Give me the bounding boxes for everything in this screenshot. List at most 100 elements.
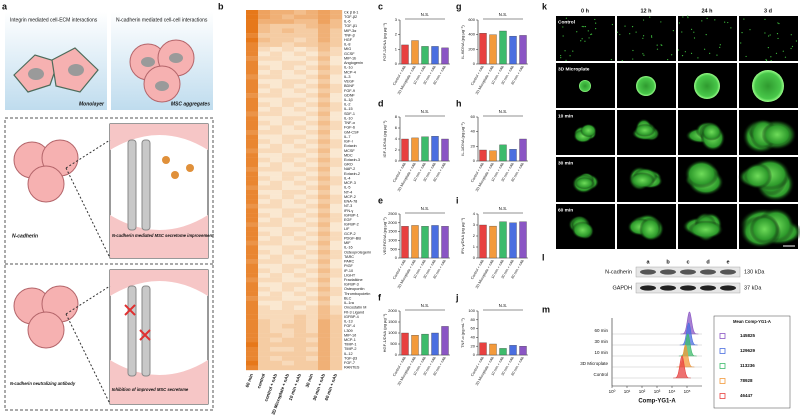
heat-cell <box>282 130 295 135</box>
heat-cell <box>330 88 343 94</box>
heat-cell <box>246 300 259 306</box>
y-axis-label: IFN-γ/DNA (pg µg⁻¹) <box>460 217 465 254</box>
heat-cell <box>294 226 307 232</box>
heat-cell <box>330 337 343 343</box>
heat-cell <box>306 333 319 338</box>
cell-spot <box>581 38 583 40</box>
panel-label: l <box>542 252 545 262</box>
heat-cell <box>318 217 331 223</box>
heat-cell <box>246 14 259 20</box>
y-tick-label: 40 <box>471 334 476 339</box>
heat-cell <box>258 226 271 232</box>
panel-label: h <box>456 98 462 108</box>
heat-cell <box>294 162 307 168</box>
heat-cell <box>306 171 319 177</box>
secretome <box>171 171 179 179</box>
heat-cell <box>294 74 307 80</box>
cell-spot <box>684 51 686 53</box>
heat-cell <box>294 180 307 186</box>
aggregate <box>574 176 595 190</box>
heat-cell <box>318 93 331 98</box>
heat-cell <box>282 79 295 85</box>
heat-cell <box>294 134 307 140</box>
heat-cell <box>294 333 307 338</box>
heat-cell <box>270 231 283 237</box>
box-title: N-cadherin mediated cell-cell interactio… <box>116 17 208 23</box>
heat-cell <box>330 111 343 117</box>
heat-cell <box>282 65 295 71</box>
heat-cell <box>258 305 271 311</box>
heat-cell <box>330 282 343 288</box>
cell-spot <box>776 33 779 35</box>
cell-spot <box>583 26 585 28</box>
heat-cell <box>330 33 343 38</box>
heat-cell <box>330 23 343 29</box>
heat-cell <box>246 328 259 334</box>
heat-cell <box>258 277 271 283</box>
heat-cell <box>246 337 259 343</box>
heat-cell <box>246 250 259 255</box>
heat-cell <box>282 305 295 311</box>
panel-label: a <box>2 1 8 11</box>
heat-cell <box>294 305 307 311</box>
heat-cell <box>246 351 259 357</box>
heat-cell <box>258 157 271 163</box>
bar <box>479 149 487 162</box>
heat-cell <box>246 319 259 325</box>
heat-cell <box>258 116 271 121</box>
cell-spot <box>642 37 644 39</box>
aggregate <box>571 221 594 239</box>
row-label: Angiogenin <box>344 61 363 65</box>
y-tick-label: 0 <box>395 158 398 163</box>
y-tick-label: 1000 <box>388 237 398 242</box>
bar <box>431 225 439 259</box>
membrane <box>110 215 208 258</box>
heat-cell <box>294 130 307 135</box>
heat-cell <box>258 213 271 218</box>
heat-cell <box>282 296 295 301</box>
heat-cell <box>294 356 307 361</box>
heat-cell <box>282 273 295 278</box>
heat-cell <box>330 356 343 361</box>
heat-cell <box>258 42 271 48</box>
heat-cell <box>318 194 331 200</box>
heat-cell <box>318 37 331 43</box>
cell-spot <box>719 44 721 46</box>
heat-cell <box>282 190 295 195</box>
cell-spot <box>594 18 596 21</box>
size-label: 37 kDa <box>744 285 762 291</box>
heat-cell <box>246 217 259 223</box>
heat-cell <box>306 166 319 172</box>
cell-spot <box>775 52 778 54</box>
heat-cell <box>330 208 343 214</box>
heat-cell <box>270 356 283 361</box>
heat-cell <box>330 180 343 186</box>
panel-label: f <box>378 292 382 302</box>
heat-cell <box>294 19 307 25</box>
heat-cell <box>306 199 319 205</box>
heat-cell <box>246 190 259 195</box>
heat-cell <box>306 208 319 214</box>
heat-cell <box>318 351 331 357</box>
column-label: control <box>256 373 266 389</box>
heat-cell <box>318 74 331 80</box>
heat-cell <box>318 19 331 25</box>
heat-cell <box>258 19 271 25</box>
aggregate <box>749 214 780 245</box>
heat-cell <box>282 97 295 103</box>
heat-cell <box>258 134 271 140</box>
heat-cell <box>318 240 331 246</box>
row-label: ENA-78 <box>344 200 357 204</box>
spheroid <box>636 76 656 96</box>
row-label: Control <box>558 19 575 25</box>
cell-spot <box>562 26 564 28</box>
heat-cell <box>258 28 271 34</box>
heat-cell <box>270 88 283 94</box>
row-label: IGFBP-1 <box>344 213 359 217</box>
heat-cell <box>306 143 319 149</box>
heat-cell <box>318 143 331 149</box>
heat-cell <box>270 208 283 214</box>
heat-cell <box>246 106 259 112</box>
cell-spot <box>565 59 567 61</box>
heat-cell <box>282 42 295 48</box>
